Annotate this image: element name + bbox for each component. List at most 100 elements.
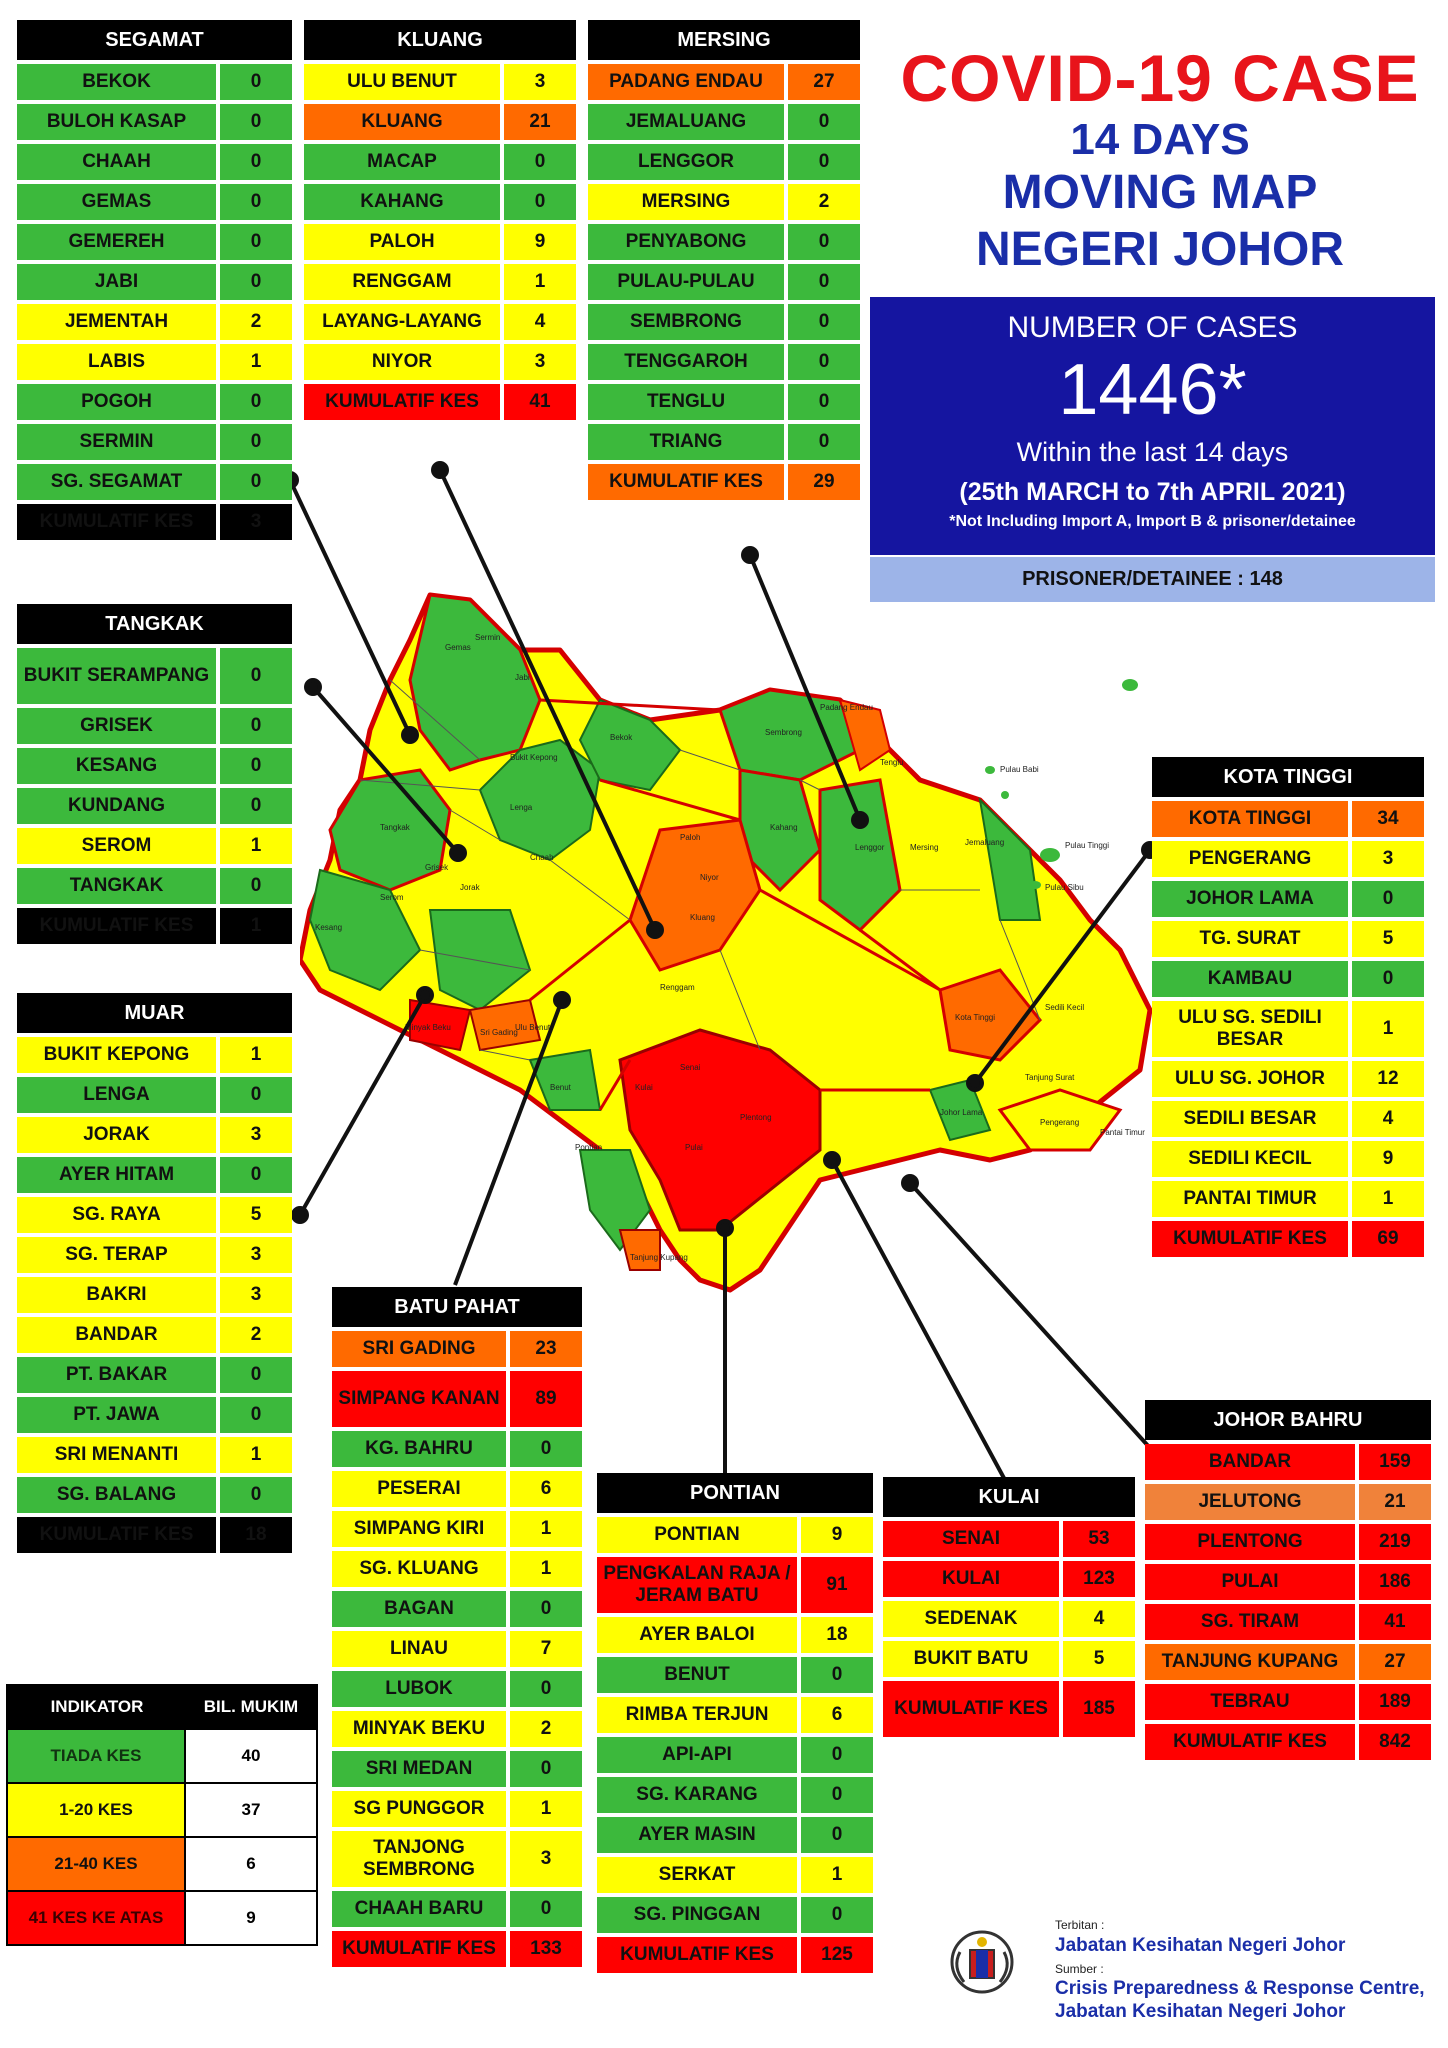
legend-count: 9: [184, 1892, 316, 1944]
map-label: Pantai Timur: [1100, 1128, 1145, 1137]
map-region-tanjung-kupang: [618, 1229, 661, 1271]
mukim-row: NIYOR 3: [304, 344, 576, 384]
mukim-cases: 0: [250, 1364, 262, 1385]
mukim-row: TEBRAU 189: [1145, 1684, 1431, 1724]
mukim-name: AYER MASIN: [597, 1817, 801, 1853]
mukim-row: SG. PINGGAN 0: [597, 1897, 873, 1937]
mukim-name: SG. TIRAM: [1145, 1604, 1359, 1640]
mukim-row: SG. KARANG 0: [597, 1777, 873, 1817]
mukim-cases: 34: [1377, 808, 1399, 829]
map-label: Paloh: [680, 833, 700, 842]
mukim-name: BAGAN: [332, 1591, 510, 1627]
mukim-row: KAHANG 0: [304, 184, 576, 224]
mukim-cases: 0: [831, 1784, 843, 1805]
legend-row: 1-20 KES 37: [8, 1782, 316, 1836]
mukim-name: SIMPANG KANAN: [332, 1371, 510, 1427]
mukim-cases: 41: [529, 391, 551, 412]
mukim-row: KUMULATIF KES 133: [332, 1931, 582, 1971]
mukim-cases: 18: [826, 1624, 848, 1645]
mukim-row: SERMIN 0: [17, 424, 292, 464]
mukim-row: BAKRI 3: [17, 1277, 292, 1317]
mukim-cases: 9: [1382, 1148, 1394, 1169]
map-label: Kesang: [315, 923, 342, 932]
map-label: Tangkak: [380, 823, 411, 832]
mukim-cases: 2: [818, 191, 830, 212]
mukim-name: BAKRI: [17, 1277, 220, 1313]
mukim-name: SEROM: [17, 828, 220, 864]
mukim-cases: 4: [534, 311, 546, 332]
mukim-row: BAGAN 0: [332, 1591, 582, 1631]
legend: INDIKATOR BIL. MUKIM TIADA KES 40 1-20 KES…: [6, 1684, 318, 1946]
mukim-name: LABIS: [17, 344, 220, 380]
mukim-cases: 1: [1382, 1188, 1394, 1209]
mukim-cases: 0: [250, 715, 262, 736]
mukim-row: BEKOK 0: [17, 64, 292, 104]
mukim-row: JORAK 3: [17, 1117, 292, 1157]
map-label: Kahang: [770, 823, 798, 832]
legend-label: 41 KES KE ATAS: [8, 1892, 184, 1944]
table-kluang: KLUANG ULU BENUT 3 KLUANG 21 MACAP 0 KAHANG 0 PAL…: [304, 20, 576, 424]
mukim-name: KESANG: [17, 748, 220, 784]
mukim-row: SG. RAYA 5: [17, 1197, 292, 1237]
map-label: Padang Endau: [820, 703, 873, 712]
coat-of-arms-icon: [950, 1930, 1014, 1994]
mukim-cases: 1: [534, 271, 546, 292]
map-label: Bukit Kepong: [510, 753, 558, 762]
mukim-cases: 0: [831, 1824, 843, 1845]
mukim-row: SEDILI BESAR 4: [1152, 1101, 1424, 1141]
table-batu-pahat: BATU PAHAT SRI GADING 23 SIMPANG KANAN 89 KG.…: [332, 1287, 582, 1971]
mukim-row: SG. SEGAMAT 0: [17, 464, 292, 504]
mukim-row: ULU BENUT 3: [304, 64, 576, 104]
mukim-name: JELUTONG: [1145, 1484, 1359, 1520]
logo: [942, 1922, 1022, 2002]
map-label: Pulau Sibu: [1045, 883, 1084, 892]
mukim-cases: 1: [250, 915, 262, 936]
mukim-name: KUMULATIF KES: [332, 1931, 510, 1967]
map-label: Jabi: [515, 673, 530, 682]
mukim-cases: 125: [821, 1944, 853, 1965]
mukim-cases: 0: [250, 111, 262, 132]
mukim-name: BANDAR: [17, 1317, 220, 1353]
legend-count: 40: [184, 1730, 316, 1782]
district-header: KULAI: [883, 1477, 1135, 1517]
mukim-cases: 9: [534, 231, 546, 252]
mukim-row: PANTAI TIMUR 1: [1152, 1181, 1424, 1221]
mukim-cases: 0: [818, 351, 830, 372]
within-text: Within the last 14 days: [1016, 437, 1289, 467]
mukim-cases: 0: [250, 1484, 262, 1505]
map-label: Jemaluang: [965, 838, 1004, 847]
mukim-name: BENUT: [597, 1657, 801, 1693]
mukim-cases: 0: [250, 755, 262, 776]
mukim-name: KUMULATIF KES: [304, 384, 504, 420]
district-header: KLUANG: [304, 20, 576, 60]
title-line-1: COVID-19 CASE: [900, 41, 1420, 115]
mukim-row: PALOH 9: [304, 224, 576, 264]
mukim-row: TENGGAROH 0: [588, 344, 860, 384]
map-label: Kulai: [635, 1083, 653, 1092]
mukim-name: SG. KLUANG: [332, 1551, 510, 1587]
mukim-row: PULAU-PULAU 0: [588, 264, 860, 304]
map-label: Sedili Kecil: [1045, 1003, 1084, 1012]
mukim-cases: 0: [534, 191, 546, 212]
mukim-row: GEMAS 0: [17, 184, 292, 224]
mukim-row: SG. BALANG 0: [17, 1477, 292, 1517]
mukim-row: KLUANG 21: [304, 104, 576, 144]
mukim-row: SERKAT 1: [597, 1857, 873, 1897]
mukim-name: NIYOR: [304, 344, 504, 380]
mukim-cases: 3: [250, 1244, 262, 1265]
mukim-row: LENGA 0: [17, 1077, 292, 1117]
table-johor-bahru: JOHOR BAHRU BANDAR 159 JELUTONG 21 PLENTONG 21…: [1145, 1400, 1431, 1764]
mukim-cases: 1: [250, 1044, 262, 1065]
summary-note: *Not Including Import A, Import B & pris…: [949, 513, 1356, 530]
table-tangkak: TANGKAK BUKIT SERAMPANG 0 GRISEK 0 KESANG 0 KUN…: [17, 604, 292, 948]
mukim-row: TANGKAK 0: [17, 868, 292, 908]
mukim-name: SG PUNGGOR: [332, 1791, 510, 1827]
summary-box: NUMBER OF CASES 1446* Within the last 14…: [870, 297, 1435, 555]
mukim-cases: 4: [1093, 1608, 1105, 1629]
mukim-row: RIMBA TERJUN 6: [597, 1697, 873, 1737]
mukim-name: SG. SEGAMAT: [17, 464, 220, 500]
mukim-row: BANDAR 2: [17, 1317, 292, 1357]
mukim-cases: 0: [818, 431, 830, 452]
mukim-row: RENGGAM 1: [304, 264, 576, 304]
mukim-name: MINYAK BEKU: [332, 1711, 510, 1747]
